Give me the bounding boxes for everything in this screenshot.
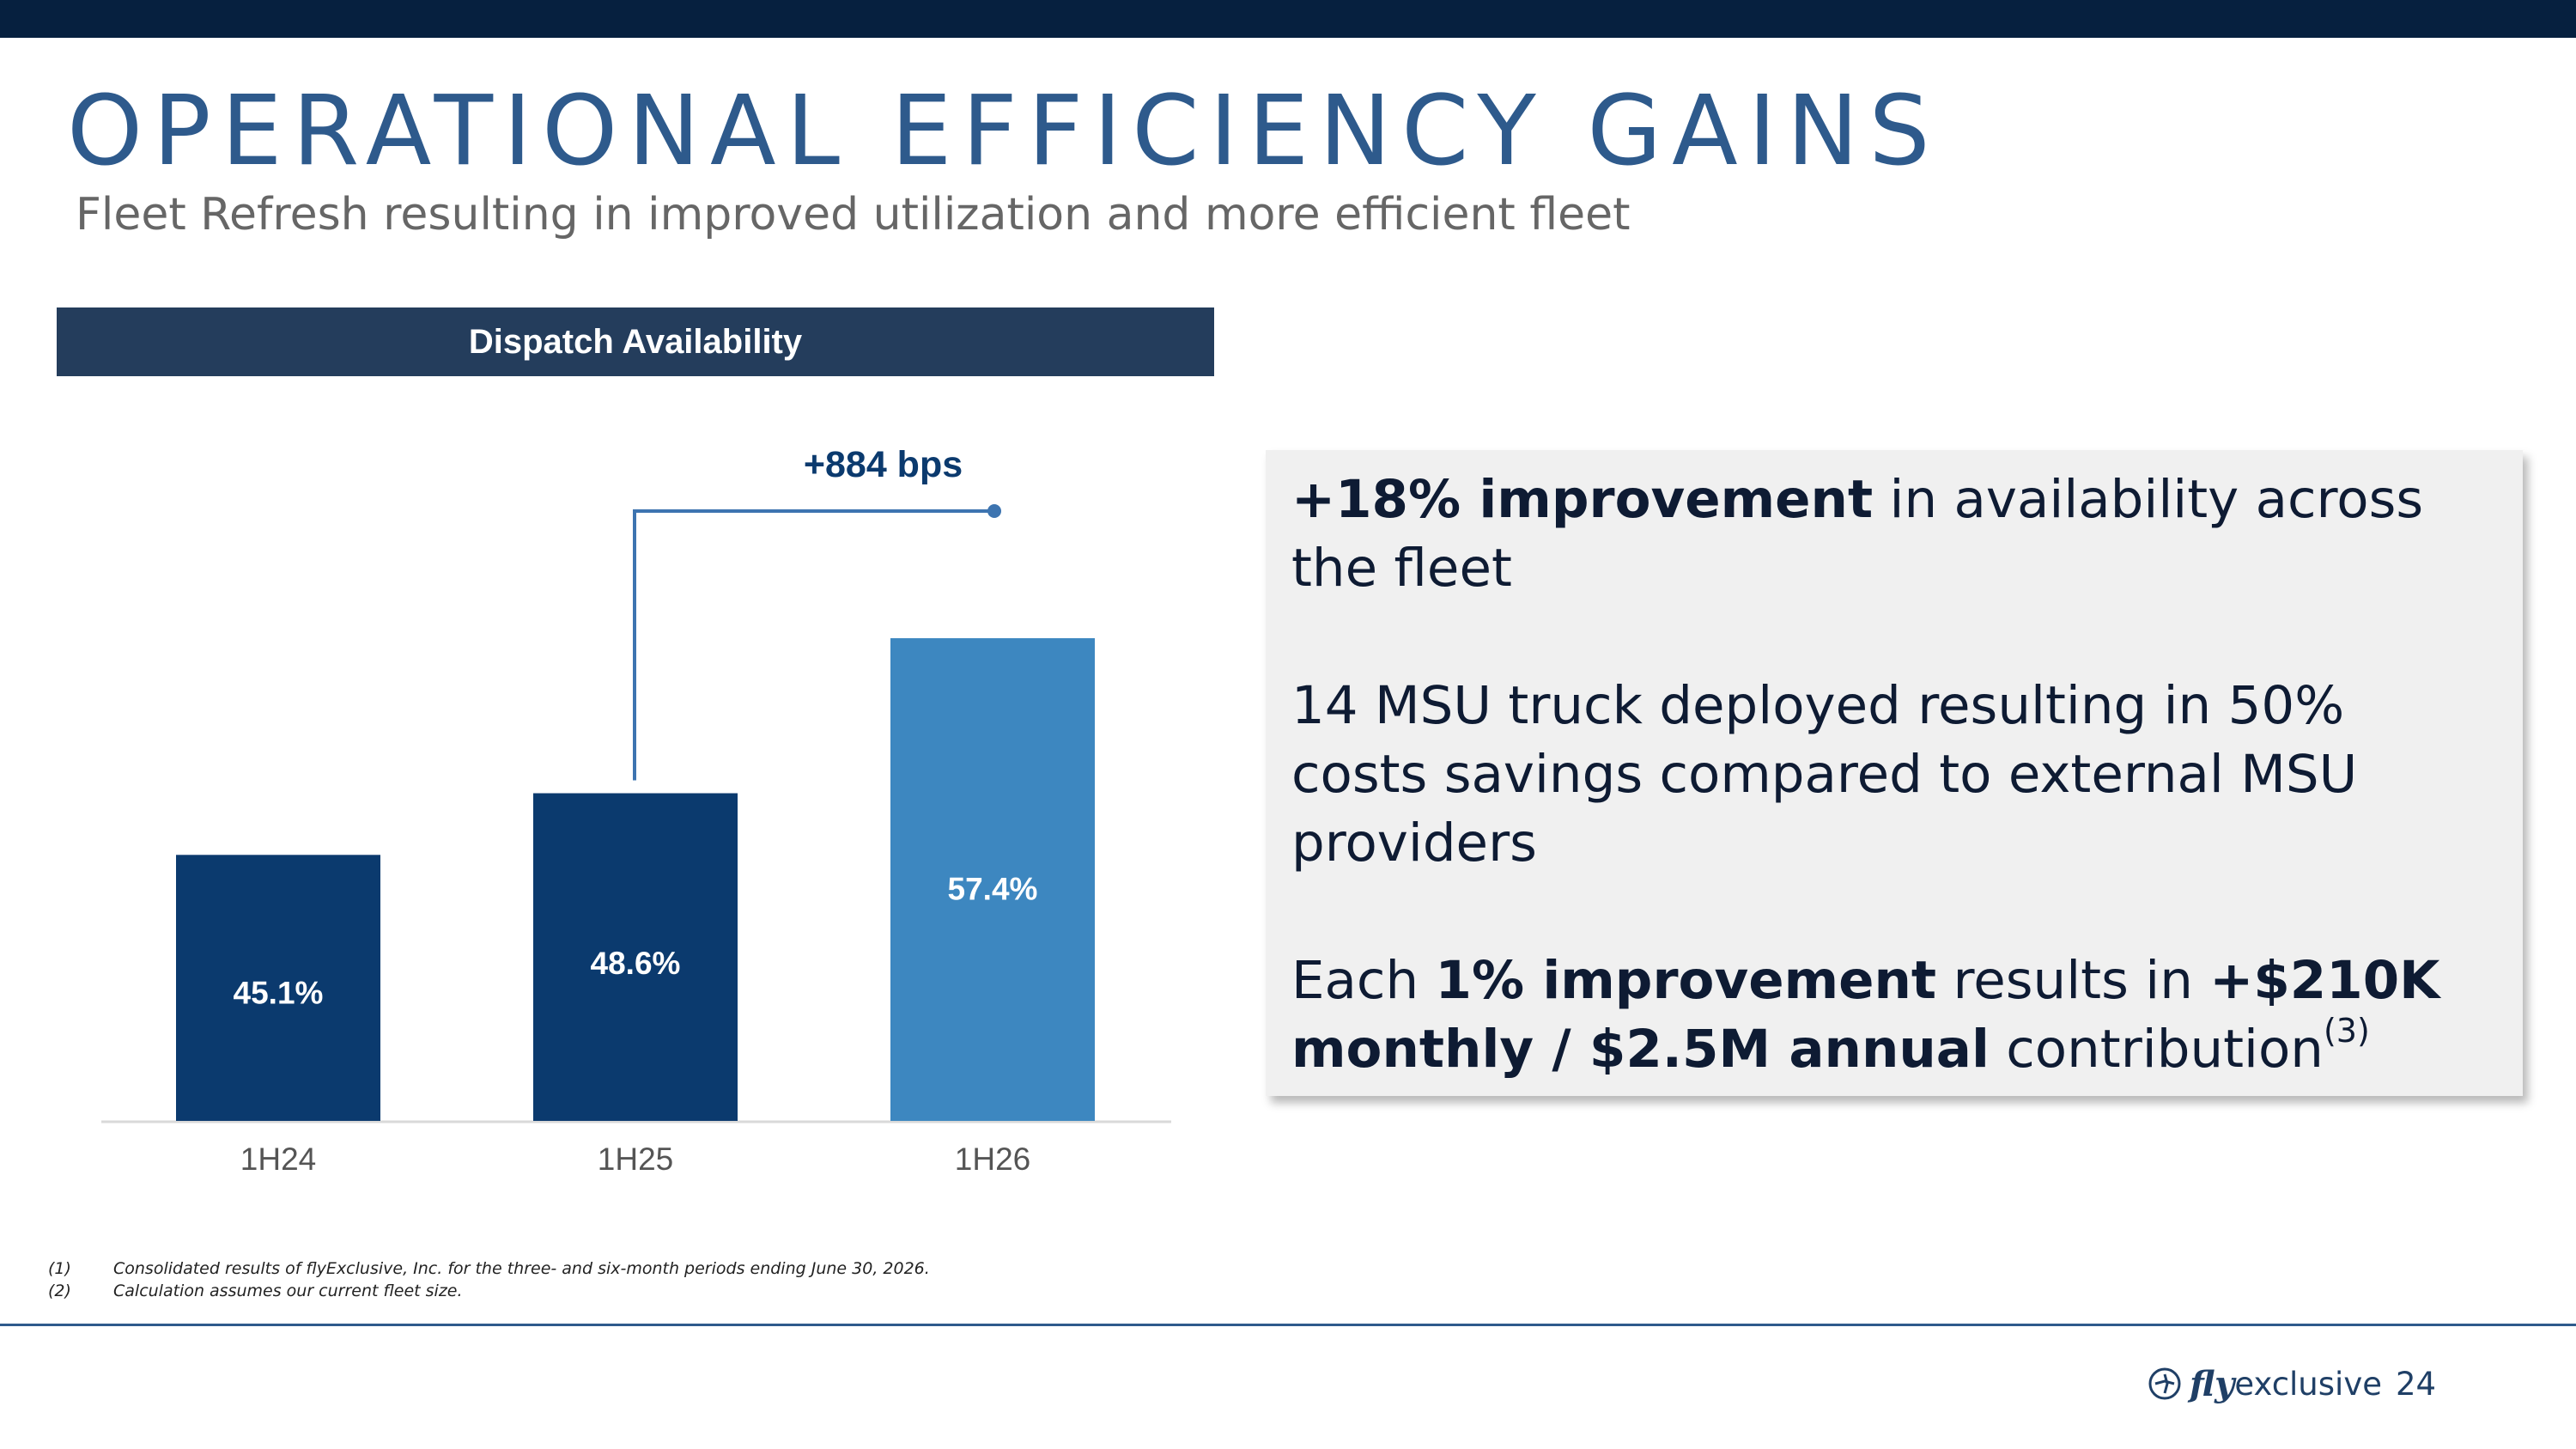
page-subtitle: Fleet Refresh resulting in improved util… bbox=[76, 189, 1631, 240]
bar bbox=[890, 638, 1095, 1121]
turbine-icon bbox=[2148, 1367, 2181, 1400]
footnote-number: (2) bbox=[48, 1282, 71, 1300]
bar-value-label: 48.6% bbox=[591, 946, 681, 981]
callout-text: in availability across the fleet bbox=[1291, 469, 2424, 599]
footnote: (1) Consolidated results of flyExclusive… bbox=[48, 1257, 1164, 1280]
footnote-ref: (3) bbox=[2323, 1012, 2370, 1050]
callout-point-contribution: Each 1% improvement results in +$210K mo… bbox=[1291, 947, 2488, 1084]
bar bbox=[176, 855, 380, 1121]
footnote-number: (1) bbox=[48, 1259, 71, 1278]
callout-box: +18% improvement in availability across … bbox=[1266, 450, 2523, 1096]
callout-text: contribution bbox=[1989, 1019, 2324, 1080]
chart-header: Dispatch Availability bbox=[57, 307, 1214, 376]
top-bar bbox=[0, 0, 2576, 38]
page-title: OPERATIONAL EFFICIENCY GAINS bbox=[67, 76, 1941, 187]
callout-point-availability: +18% improvement in availability across … bbox=[1291, 466, 2488, 603]
x-tick-label: 1H25 bbox=[598, 1142, 673, 1177]
bars-layer: 45.1% 1H24 48.6% 1H25 57.4% 1H26 bbox=[101, 638, 1171, 1177]
delta-annotation: +884 bps bbox=[633, 444, 1001, 781]
callout-text: results in bbox=[1936, 950, 2210, 1011]
bar-value-label: 57.4% bbox=[948, 871, 1038, 906]
callout-highlight: 1% improvement bbox=[1435, 950, 1937, 1011]
flyexclusive-logo: fly exclusive bbox=[2145, 1362, 2382, 1405]
callout-text: Each bbox=[1291, 950, 1436, 1011]
footnote-text: Calculation assumes our current fleet si… bbox=[113, 1282, 463, 1300]
delta-endpoint bbox=[987, 504, 1001, 518]
x-tick-label: 1H24 bbox=[240, 1142, 316, 1177]
x-tick-label: 1H26 bbox=[955, 1142, 1030, 1177]
bottom-divider bbox=[0, 1324, 2576, 1326]
bar bbox=[533, 793, 738, 1121]
callout-highlight: +$210K monthly / $2.5M annual bbox=[1291, 950, 2440, 1080]
footnote: (2) Calculation assumes our current flee… bbox=[48, 1280, 1164, 1302]
callout-point-msu: 14 MSU truck deployed resulting in 50% c… bbox=[1291, 675, 2358, 874]
page-number: 24 bbox=[2396, 1366, 2437, 1403]
bar-value-label: 45.1% bbox=[234, 975, 324, 1010]
callout-highlight: +18% improvement bbox=[1291, 469, 1874, 530]
logo-text-fly: fly bbox=[2190, 1363, 2235, 1404]
footnotes: (1) Consolidated results of flyExclusive… bbox=[48, 1257, 1164, 1302]
logo-text-exclusive: exclusive bbox=[2234, 1365, 2382, 1403]
delta-label: +884 bps bbox=[804, 444, 963, 485]
footnote-text: Consolidated results of flyExclusive, In… bbox=[113, 1259, 930, 1278]
delta-bracket bbox=[633, 509, 994, 781]
dispatch-availability-chart: 45.1% 1H24 48.6% 1H25 57.4% 1H26 +884 bps bbox=[101, 444, 1171, 1177]
